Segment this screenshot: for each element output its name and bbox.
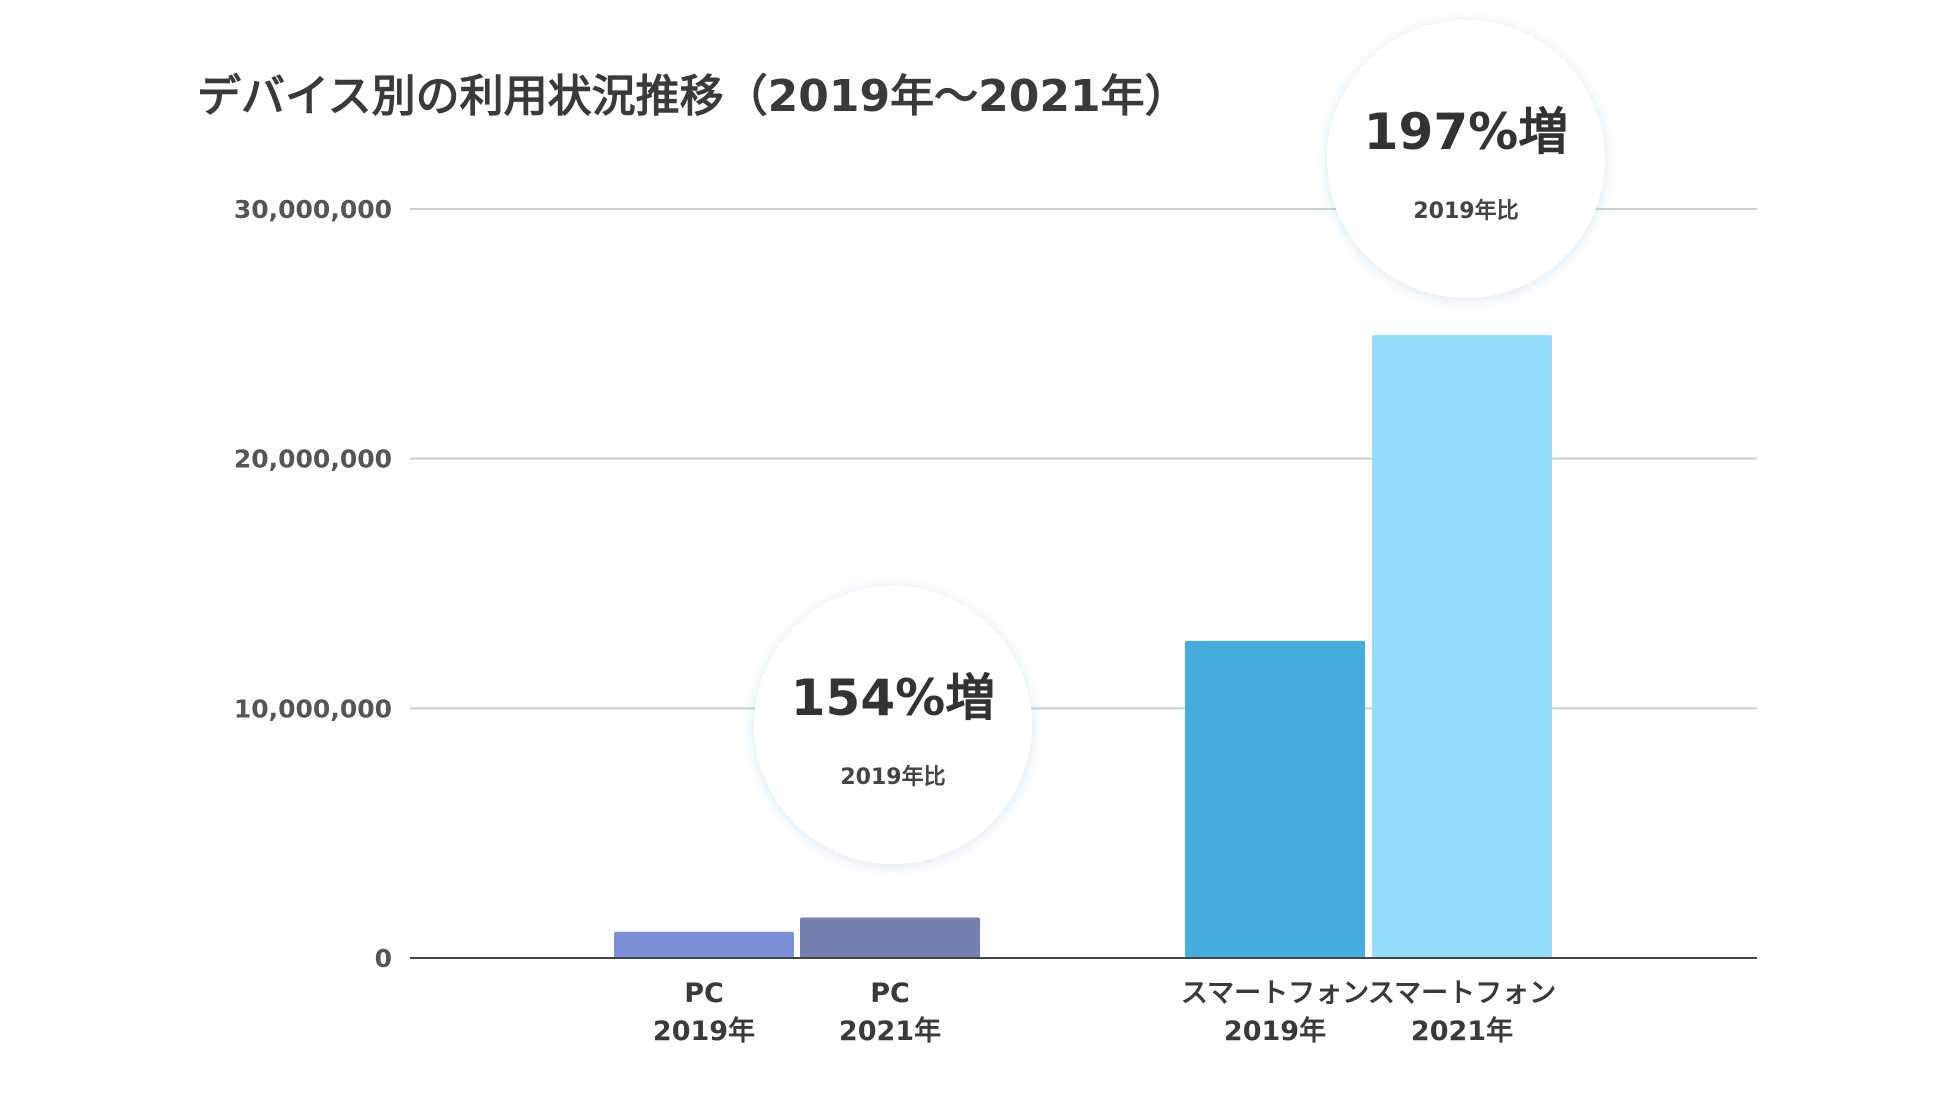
chart-title: デバイス別の利用状況推移（2019年〜2021年） [197,71,1189,122]
bar [800,917,980,958]
category-label-device: PC [870,978,910,1009]
category-label-year: 2021年 [839,1015,941,1047]
category-label-device: PC [684,978,724,1009]
bar [614,931,794,958]
category-label-year: 2019年 [653,1015,755,1047]
badge-increase-value: 197%増 [1364,103,1568,161]
y-tick-label: 10,000,000 [234,694,392,723]
y-tick-label: 0 [375,944,392,973]
increase-badges: 154%増 2019年比 197%増 2019年比 [754,20,1605,864]
badge-comparison-label: 2019年比 [1413,198,1518,224]
badge-comparison-label: 2019年比 [840,764,945,790]
badge-circle [1327,20,1605,298]
gridlines [410,208,1757,710]
bar [1372,335,1552,958]
category-label-year: 2021年 [1411,1015,1513,1047]
category-label-device: スマートフォン [1368,978,1556,1009]
y-tick-label: 30,000,000 [234,195,392,224]
bar [1185,640,1365,958]
y-tick-label: 20,000,000 [234,445,392,474]
badge-increase-value: 154%増 [791,669,995,727]
category-labels: PC 2019年 PC 2021年 スマートフォン 2019年 スマートフォン 2021年 [653,978,1556,1047]
category-label-device: スマートフォン [1181,978,1369,1009]
y-axis-ticks: 0 10,000,000 20,000,000 30,000,000 [234,195,392,973]
bars [614,335,1552,958]
category-label-year: 2019年 [1224,1015,1326,1047]
badge-circle [754,586,1032,864]
